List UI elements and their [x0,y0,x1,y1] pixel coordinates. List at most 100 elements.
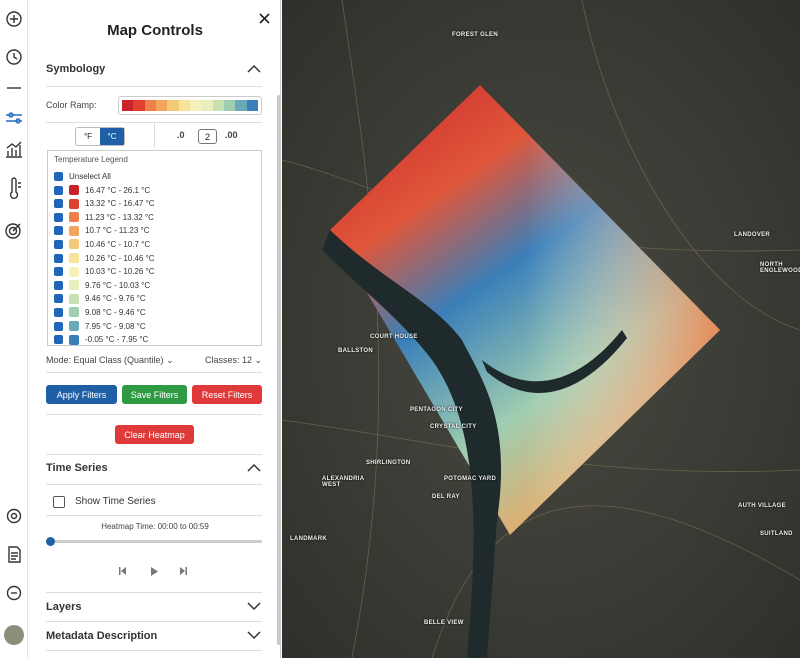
expand-chevron[interactable] [247,602,261,611]
legend-item: 9.76 °C - 10.03 °C [54,279,150,291]
collapse-chevron[interactable] [247,463,261,472]
collapse-chevron[interactable] [247,64,261,73]
apply-filters-button[interactable]: Apply Filters [46,385,117,404]
color-ramp-label: Color Ramp: [46,100,97,110]
thermometer-icon[interactable] [9,177,22,200]
close-button[interactable] [259,13,270,24]
legend-swatch [69,334,79,345]
legend-swatch [69,253,79,263]
checkbox[interactable] [54,253,63,263]
map-label: CRYSTAL CITY [430,424,477,430]
unselect-all[interactable]: Unselect All [54,170,111,182]
checkbox[interactable] [54,199,63,209]
river [322,230,502,658]
reset-filters-button[interactable]: Reset Filters [192,385,262,404]
legend-label: 9.76 °C - 10.03 °C [85,280,151,290]
fahrenheit-button[interactable]: °F [83,132,93,141]
checkbox[interactable] [54,267,63,277]
legend-label: 10.7 °C - 11.23 °C [85,226,150,236]
divider [46,86,262,87]
checkbox[interactable] [54,307,63,317]
legend-swatch [69,239,79,250]
add-icon[interactable] [6,11,22,27]
divider [46,515,262,516]
ramp-swatch [122,100,134,111]
section-heading[interactable]: Layers [46,601,82,613]
divider [46,454,262,455]
skip-back-button[interactable] [119,567,126,575]
ramp-swatch [189,100,202,111]
classes-select[interactable]: Classes: 12 ⌄ [205,355,263,365]
ramp-swatch [155,100,168,111]
legend-item: 10.46 °C - 10.7 °C [54,238,150,250]
map-label: DEL RAY [432,494,460,500]
map-label: COURT HOUSE [370,334,418,340]
clear-heatmap-button[interactable]: Clear Heatmap [115,425,194,444]
chat-icon[interactable] [6,585,22,601]
map[interactable]: FOREST GLEN LANDOVER NORTH ENGLEWOOD BAL… [282,0,800,658]
time-slider-handle[interactable] [46,537,55,546]
map-controls-panel: Map Controls Symbology Color Ramp: °F °C… [29,0,281,658]
legend-label: 7.95 °C - 9.08 °C [85,321,146,331]
legend-label: 16.47 °C - 26.1 °C [85,185,151,195]
checkbox[interactable] [54,239,63,249]
checkbox[interactable] [54,335,63,345]
color-ramp[interactable] [118,96,262,115]
history-icon[interactable] [6,49,22,65]
legend-item: 10.26 °C - 10.46 °C [54,252,155,264]
show-time-series-label[interactable]: Show Time Series [75,496,156,507]
expand-chevron[interactable] [247,631,261,640]
divider [46,650,262,651]
increase-decimals[interactable]: .00 [225,130,238,140]
legend-item: 13.32 °C - 16.47 °C [54,198,155,210]
checkbox[interactable] [54,185,63,195]
unselect-all-label: Unselect All [69,171,111,181]
settings-icon[interactable] [6,508,22,524]
divider [46,414,262,415]
divider [46,592,262,593]
map-label: BALLSTON [338,348,373,354]
celsius-button[interactable]: °C [100,128,124,145]
time-slider-track[interactable] [48,540,262,543]
play-button[interactable] [151,567,158,576]
map-label: POTOMAC YARD [444,476,497,482]
mode-select[interactable]: Mode: Equal Class (Quantile) ⌄ [46,355,174,365]
chart-icon[interactable] [6,141,22,158]
checkbox[interactable] [54,294,63,304]
skip-forward-button[interactable] [180,567,187,575]
heatmap-overlay [330,85,720,535]
map-label: ALEXANDRIA WEST [322,476,365,488]
section-heading[interactable]: Symbology [46,63,106,75]
river [482,330,627,393]
decrease-decimals[interactable]: .0 [177,130,185,140]
section-heading[interactable]: Metadata Description [46,630,158,642]
legend-title: Temperature Legend [54,155,128,164]
document-icon[interactable] [8,546,21,563]
decimal-places[interactable]: 2 [198,129,217,144]
checkbox[interactable] [54,321,63,331]
legend-item: 9.46 °C - 9.76 °C [54,293,146,305]
legend-swatch [69,185,79,195]
ramp-swatch [235,100,247,111]
checkbox[interactable] [54,280,63,290]
legend-swatch [69,293,79,304]
divider [154,123,155,148]
save-filters-button[interactable]: Save Filters [122,385,187,404]
show-time-series-checkbox[interactable] [53,496,65,508]
section-heading[interactable]: Time Series [46,462,108,474]
filters-icon[interactable] [6,112,22,124]
legend-item: 7.95 °C - 9.08 °C [54,320,146,332]
legend-item: 10.7 °C - 11.23 °C [54,225,150,237]
avatar[interactable] [4,625,24,645]
legend-item: -0.05 °C - 7.95 °C [54,334,148,346]
icon-rail [0,0,28,658]
checkbox[interactable] [54,226,63,236]
checkbox[interactable] [54,212,63,222]
map-label: SUITLAND [760,531,793,537]
checkbox[interactable] [54,171,63,181]
scrollbar[interactable] [277,95,280,645]
legend-label: 9.46 °C - 9.76 °C [85,294,146,304]
legend-label: 10.46 °C - 10.7 °C [85,239,151,249]
ramp-swatch [223,100,236,111]
target-icon[interactable] [5,223,21,239]
